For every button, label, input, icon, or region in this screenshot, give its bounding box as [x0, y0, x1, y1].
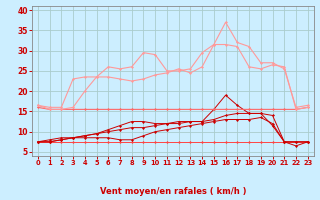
Text: Vent moyen/en rafales ( km/h ): Vent moyen/en rafales ( km/h )	[100, 187, 246, 196]
